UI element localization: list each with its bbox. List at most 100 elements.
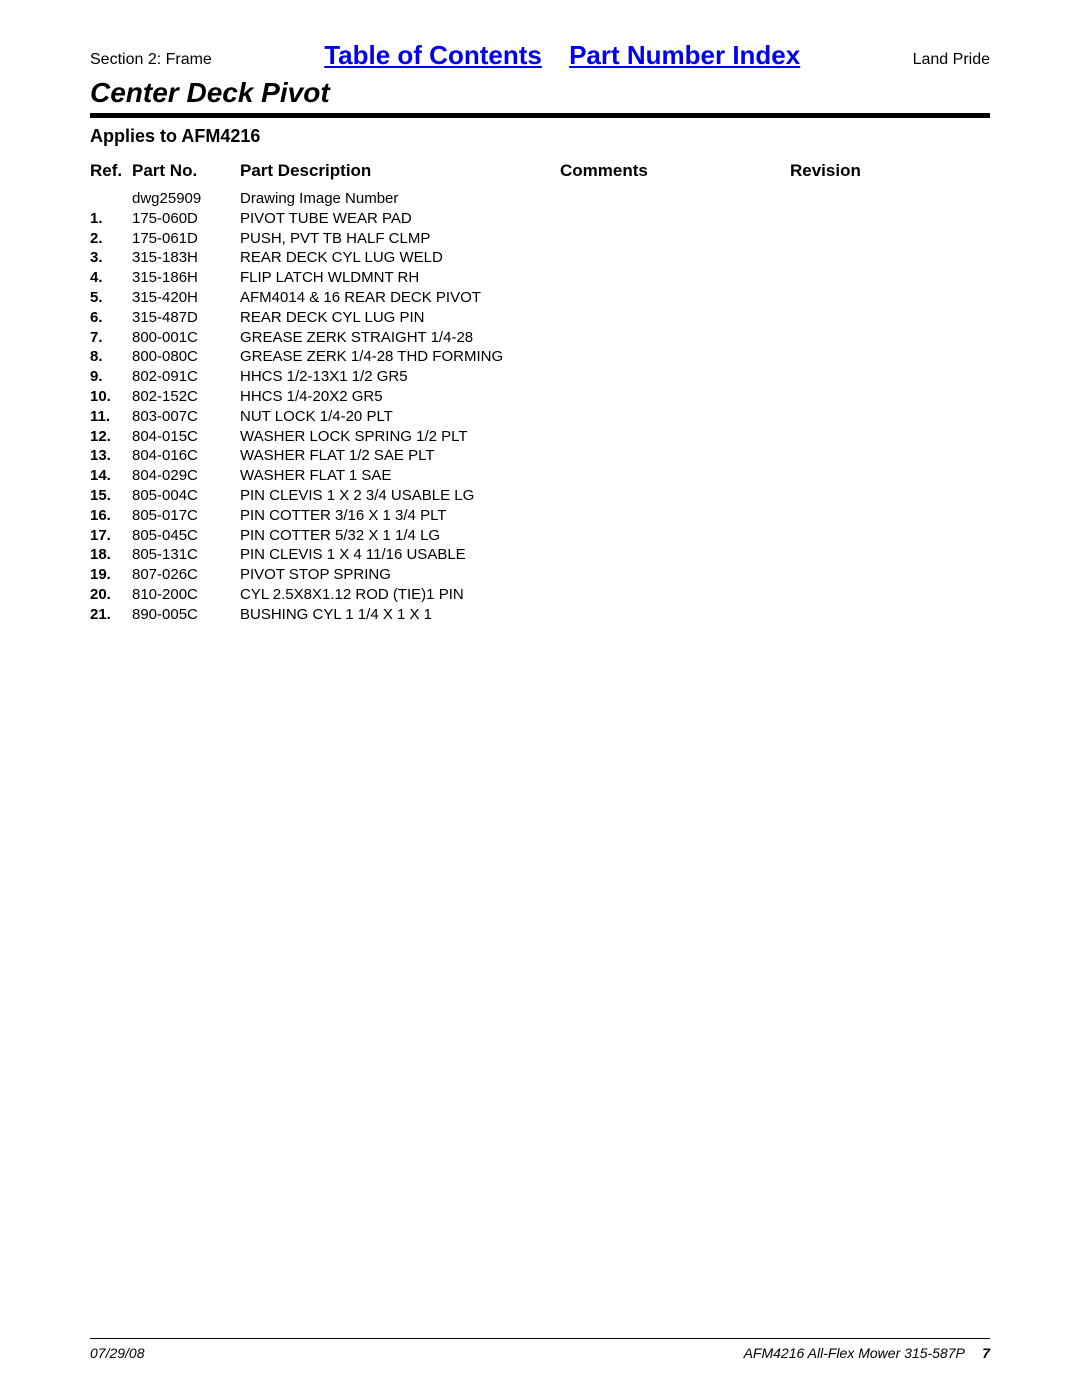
cell-description: Drawing Image Number: [240, 189, 560, 209]
cell-comments: [560, 585, 790, 605]
cell-description: PIN CLEVIS 1 X 4 11/16 USABLE: [240, 545, 560, 565]
cell-ref: 21.: [90, 605, 132, 625]
table-row: 13.804-016CWASHER FLAT 1/2 SAE PLT: [90, 446, 990, 466]
header-links: Table of Contents Part Number Index: [212, 40, 913, 71]
cell-revision: [790, 585, 990, 605]
cell-part-no: 804-029C: [132, 466, 240, 486]
cell-part-no: 315-420H: [132, 288, 240, 308]
cell-comments: [560, 248, 790, 268]
footer-row: 07/29/08 AFM4216 All-Flex Mower 315-587P…: [90, 1345, 990, 1361]
cell-ref: 10.: [90, 387, 132, 407]
footer-rule: [90, 1338, 990, 1339]
cell-revision: [790, 506, 990, 526]
cell-part-no: 800-080C: [132, 347, 240, 367]
cell-description: WASHER LOCK SPRING 1/2 PLT: [240, 427, 560, 447]
cell-revision: [790, 367, 990, 387]
cell-comments: [560, 347, 790, 367]
cell-description: PIVOT STOP SPRING: [240, 565, 560, 585]
table-row: 8.800-080CGREASE ZERK 1/4-28 THD FORMING: [90, 347, 990, 367]
cell-part-no: 805-045C: [132, 526, 240, 546]
footer-date: 07/29/08: [90, 1345, 145, 1361]
cell-revision: [790, 565, 990, 585]
cell-ref: 3.: [90, 248, 132, 268]
table-row: 16.805-017CPIN COTTER 3/16 X 1 3/4 PLT: [90, 506, 990, 526]
page: Section 2: Frame Table of Contents Part …: [0, 0, 1080, 1397]
cell-revision: [790, 189, 990, 209]
cell-ref: 15.: [90, 486, 132, 506]
cell-ref: [90, 189, 132, 209]
table-header: Ref. Part No. Part Description Comments …: [90, 161, 990, 181]
table-row: 7.800-001CGREASE ZERK STRAIGHT 1/4-28: [90, 328, 990, 348]
table-row: 5.315-420HAFM4014 & 16 REAR DECK PIVOT: [90, 288, 990, 308]
cell-part-no: 800-001C: [132, 328, 240, 348]
table-row: dwg25909Drawing Image Number: [90, 189, 990, 209]
cell-comments: [560, 605, 790, 625]
cell-revision: [790, 288, 990, 308]
cell-comments: [560, 209, 790, 229]
col-header-part: Part No.: [132, 161, 240, 181]
cell-comments: [560, 526, 790, 546]
cell-revision: [790, 446, 990, 466]
cell-comments: [560, 427, 790, 447]
cell-comments: [560, 268, 790, 288]
cell-part-no: 805-131C: [132, 545, 240, 565]
toc-link[interactable]: Table of Contents: [324, 40, 542, 70]
part-number-index-link[interactable]: Part Number Index: [569, 40, 800, 70]
cell-description: NUT LOCK 1/4-20 PLT: [240, 407, 560, 427]
cell-comments: [560, 308, 790, 328]
cell-description: PUSH, PVT TB HALF CLMP: [240, 229, 560, 249]
cell-description: AFM4014 & 16 REAR DECK PIVOT: [240, 288, 560, 308]
cell-description: BUSHING CYL 1 1/4 X 1 X 1: [240, 605, 560, 625]
cell-revision: [790, 248, 990, 268]
cell-description: GREASE ZERK 1/4-28 THD FORMING: [240, 347, 560, 367]
table-row: 2.175-061DPUSH, PVT TB HALF CLMP: [90, 229, 990, 249]
cell-revision: [790, 486, 990, 506]
footer-doc-title: AFM4216 All-Flex Mower 315-587P: [744, 1345, 965, 1361]
cell-description: PIN COTTER 3/16 X 1 3/4 PLT: [240, 506, 560, 526]
table-row: 17.805-045CPIN COTTER 5/32 X 1 1/4 LG: [90, 526, 990, 546]
cell-comments: [560, 229, 790, 249]
cell-ref: 7.: [90, 328, 132, 348]
cell-revision: [790, 209, 990, 229]
cell-description: CYL 2.5X8X1.12 ROD (TIE)1 PIN: [240, 585, 560, 605]
cell-revision: [790, 605, 990, 625]
cell-part-no: 805-017C: [132, 506, 240, 526]
cell-comments: [560, 506, 790, 526]
col-header-ref: Ref.: [90, 161, 132, 181]
page-title: Center Deck Pivot: [90, 77, 990, 109]
cell-revision: [790, 407, 990, 427]
cell-part-no: 804-016C: [132, 446, 240, 466]
table-row: 9.802-091CHHCS 1/2-13X1 1/2 GR5: [90, 367, 990, 387]
table-row: 14.804-029CWASHER FLAT 1 SAE: [90, 466, 990, 486]
col-header-comments: Comments: [560, 161, 790, 181]
cell-comments: [560, 545, 790, 565]
header-row: Section 2: Frame Table of Contents Part …: [90, 40, 990, 71]
cell-revision: [790, 308, 990, 328]
cell-comments: [560, 189, 790, 209]
cell-ref: 8.: [90, 347, 132, 367]
brand-label: Land Pride: [913, 51, 990, 69]
cell-description: HHCS 1/2-13X1 1/2 GR5: [240, 367, 560, 387]
cell-ref: 6.: [90, 308, 132, 328]
cell-ref: 16.: [90, 506, 132, 526]
cell-ref: 5.: [90, 288, 132, 308]
cell-description: WASHER FLAT 1/2 SAE PLT: [240, 446, 560, 466]
title-rule: [90, 113, 990, 118]
cell-description: PIVOT TUBE WEAR PAD: [240, 209, 560, 229]
cell-part-no: 175-061D: [132, 229, 240, 249]
table-row: 1.175-060DPIVOT TUBE WEAR PAD: [90, 209, 990, 229]
table-row: 12.804-015CWASHER LOCK SPRING 1/2 PLT: [90, 427, 990, 447]
cell-part-no: 802-091C: [132, 367, 240, 387]
cell-revision: [790, 347, 990, 367]
cell-ref: 12.: [90, 427, 132, 447]
cell-description: FLIP LATCH WLDMNT RH: [240, 268, 560, 288]
cell-comments: [560, 565, 790, 585]
cell-comments: [560, 387, 790, 407]
table-row: 4.315-186HFLIP LATCH WLDMNT RH: [90, 268, 990, 288]
cell-ref: 2.: [90, 229, 132, 249]
cell-part-no: 810-200C: [132, 585, 240, 605]
cell-part-no: 802-152C: [132, 387, 240, 407]
cell-comments: [560, 446, 790, 466]
cell-ref: 20.: [90, 585, 132, 605]
table-row: 6.315-487DREAR DECK CYL LUG PIN: [90, 308, 990, 328]
